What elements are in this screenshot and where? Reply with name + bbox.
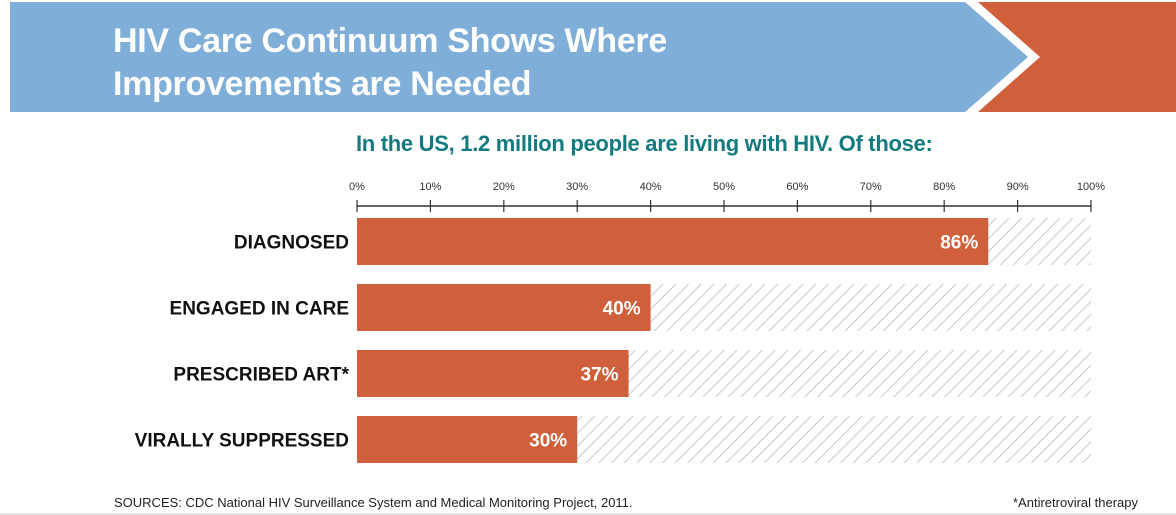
x-tick-label: 10% — [419, 181, 441, 193]
x-tick-label: 20% — [493, 181, 515, 193]
data-label: 40% — [603, 299, 641, 320]
title-banner-arrow — [10, 2, 1028, 112]
bar — [357, 218, 989, 265]
x-tick-label: 30% — [566, 181, 588, 193]
accent-chevron — [978, 2, 1176, 112]
x-tick-label: 100% — [1077, 181, 1105, 193]
data-label: 86% — [940, 233, 978, 254]
data-label: 30% — [529, 431, 567, 452]
category-label: PRESCRIBED ART* — [173, 365, 349, 386]
x-tick-label: 70% — [860, 181, 882, 193]
x-tick-label: 50% — [713, 181, 735, 193]
art-footnote: *Antiretroviral therapy — [1013, 495, 1138, 510]
source-note: SOURCES: CDC National HIV Surveillance S… — [114, 495, 633, 510]
x-tick-label: 90% — [1007, 181, 1029, 193]
category-label: DIAGNOSED — [234, 233, 349, 254]
bottom-divider — [0, 513, 1176, 515]
category-label: ENGAGED IN CARE — [170, 299, 349, 320]
x-axis: 0% 10% 20% 30% 40% 50% 60% 70% 80% 90% 100% — [349, 181, 1105, 212]
bar-row: DIAGNOSED 86% — [234, 218, 1091, 265]
bar-row: ENGAGED IN CARE 40% — [170, 284, 1091, 331]
category-label: VIRALLY SUPPRESSED — [135, 431, 349, 452]
x-tick-label: 0% — [349, 181, 365, 193]
chart-subtitle: In the US, 1.2 million people are living… — [356, 131, 933, 156]
x-tick-label: 40% — [640, 181, 662, 193]
x-tick-label: 80% — [933, 181, 955, 193]
care-continuum-chart: 0% 10% 20% 30% 40% 50% 60% 70% 80% 90% 100% DIAGNO… — [135, 181, 1105, 463]
bar-row: VIRALLY SUPPRESSED 30% — [135, 416, 1091, 463]
title-line-1: HIV Care Continuum Shows Where — [113, 22, 667, 60]
bar-row: PRESCRIBED ART* 37% — [173, 350, 1091, 397]
bar — [357, 416, 578, 463]
bar — [357, 284, 651, 331]
x-tick-label: 60% — [786, 181, 808, 193]
page-title: HIV Care Continuum Shows Where Improveme… — [113, 20, 667, 106]
header-banner — [10, 2, 1176, 112]
bar — [357, 350, 629, 397]
bars: DIAGNOSED 86% ENGAGED IN CARE 40% PRESCRIBED… — [135, 218, 1091, 463]
data-label: 37% — [581, 365, 619, 386]
title-line-2: Improvements are Needed — [113, 65, 532, 103]
